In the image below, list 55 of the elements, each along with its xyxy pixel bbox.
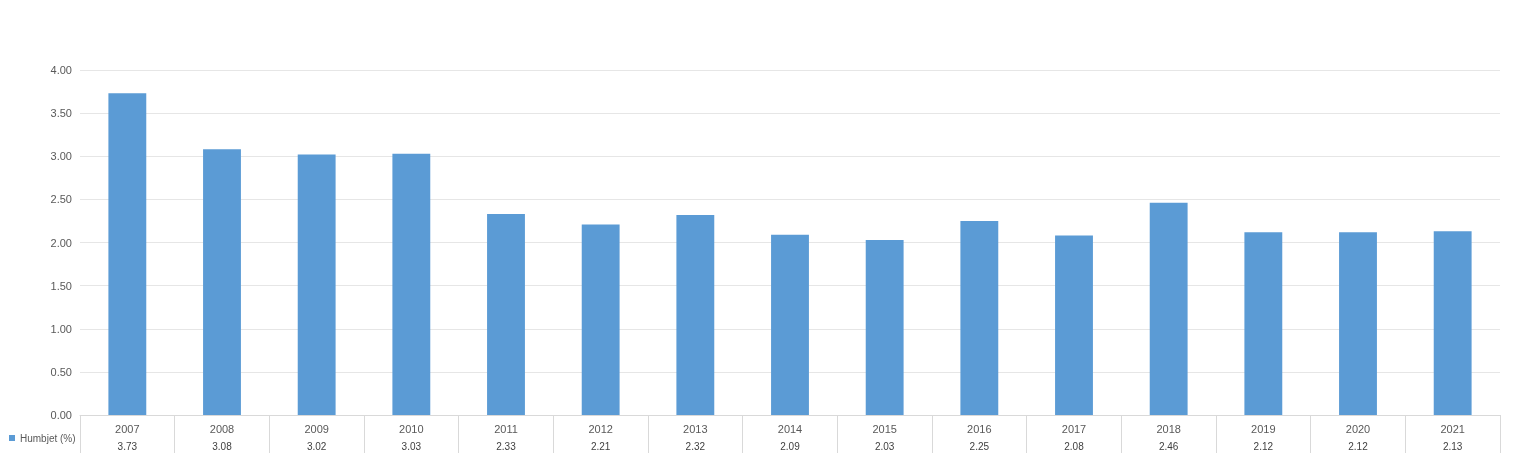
x-tick-label: 2014 — [777, 422, 803, 435]
x-tick-label: 2020 — [1345, 422, 1371, 435]
bar — [297, 154, 336, 415]
x-tick-label: 2013 — [683, 422, 708, 435]
y-tick-label: 2.50 — [50, 193, 72, 206]
x-tick-label: 2016 — [967, 422, 992, 435]
x-tick-label: 2011 — [494, 422, 518, 435]
data-label: 2.12 — [1348, 440, 1369, 452]
data-label: 2.03 — [874, 440, 895, 452]
y-tick-label: 1.50 — [50, 279, 72, 292]
x-tick-label: 2009 — [304, 422, 329, 435]
legend-label: Humbjet (%) — [20, 432, 76, 444]
y-tick-label: 2.00 — [50, 236, 72, 249]
bar — [1433, 231, 1472, 415]
data-label: 2.33 — [496, 440, 517, 452]
bar — [1339, 232, 1377, 415]
x-tick-label: 2017 — [1061, 422, 1087, 435]
bar — [108, 93, 147, 415]
bar — [865, 239, 904, 415]
x-tick-label: 2018 — [1156, 422, 1181, 435]
x-tick-label: 2012 — [588, 422, 613, 435]
data-label: 2.46 — [1158, 440, 1179, 452]
data-label: 2.09 — [780, 440, 801, 452]
data-label: 2.25 — [969, 440, 990, 452]
bar — [1055, 235, 1093, 415]
bar — [771, 234, 809, 415]
data-label: 3.03 — [401, 440, 422, 452]
x-tick-label: 2021 — [1440, 422, 1465, 435]
bar — [1149, 202, 1188, 415]
bar — [1244, 232, 1283, 415]
data-label: 2.08 — [1064, 440, 1085, 452]
data-label: 3.73 — [117, 440, 138, 452]
x-tick-label: 2008 — [209, 422, 235, 435]
y-tick-label: 0.00 — [50, 409, 72, 421]
bar — [960, 220, 999, 415]
data-label: 2.32 — [685, 440, 706, 452]
x-tick-label: 2007 — [115, 422, 140, 435]
x-tick-label: 2019 — [1251, 422, 1276, 435]
bar — [581, 224, 620, 415]
y-tick-label: 0.50 — [50, 365, 72, 378]
bar — [392, 153, 431, 415]
data-label: 3.02 — [306, 440, 327, 452]
data-label: 2.12 — [1253, 440, 1274, 452]
data-label: 2.21 — [590, 440, 611, 452]
bar — [676, 214, 715, 415]
data-label: 3.08 — [212, 440, 233, 452]
y-tick-label: 3.50 — [50, 107, 72, 120]
bar — [487, 214, 525, 415]
y-tick-label: 4.00 — [50, 64, 72, 76]
bar — [203, 149, 241, 415]
x-tick-label: 2015 — [872, 422, 897, 435]
y-tick-label: 1.00 — [50, 322, 72, 335]
y-tick-label: 3.00 — [50, 150, 72, 163]
data-label: 2.13 — [1442, 440, 1463, 452]
x-tick-label: 2010 — [399, 422, 424, 435]
